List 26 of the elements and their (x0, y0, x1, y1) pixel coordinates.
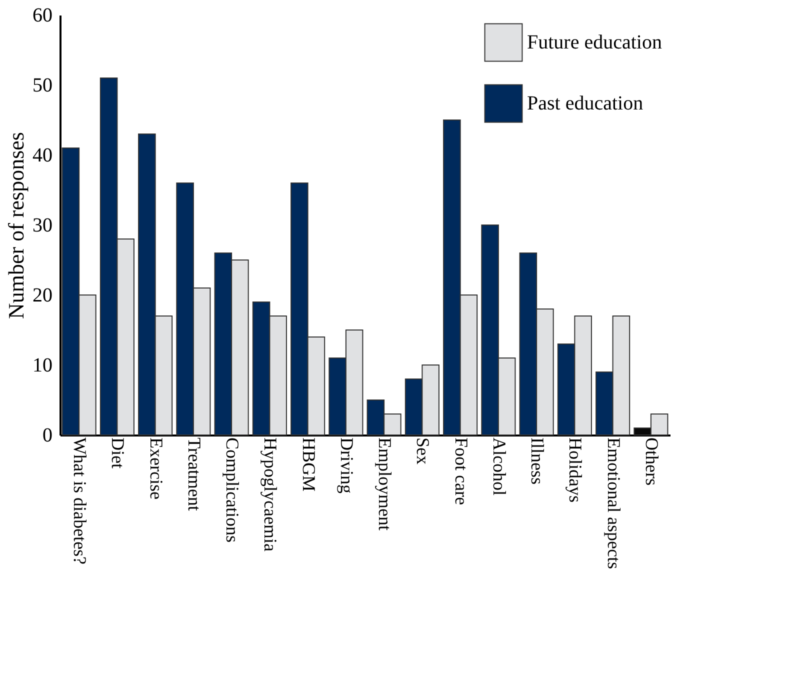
x-tick-label: Complications (222, 438, 243, 542)
x-tick-label: Illness (528, 438, 548, 484)
y-tick-label: 60 (32, 4, 52, 26)
x-tick-label: Employment (375, 438, 396, 530)
y-tick-label: 40 (32, 144, 52, 166)
x-tick-label: Diet (108, 438, 128, 468)
y-tick-label: 10 (32, 354, 52, 376)
y-tick-label: 20 (32, 284, 52, 306)
y-tick-label: 0 (42, 424, 52, 446)
x-tick-label: Foot care (451, 438, 472, 505)
x-tick-label: Driving (336, 438, 357, 494)
x-tick-label: Alcohol (489, 438, 510, 496)
legend-label: Past education (527, 92, 644, 114)
y-tick-label: 50 (32, 74, 52, 96)
legend-label: Future education (527, 32, 662, 54)
x-tick-label: Others (642, 438, 662, 486)
x-tick-label: HBGM (298, 438, 319, 492)
x-tick-label: Exercise (146, 438, 166, 500)
x-tick-label: What is diabetes? (70, 438, 90, 564)
x-tick-label: Sex (413, 438, 434, 464)
y-axis-title: Number of responses (4, 132, 28, 319)
x-tick-label: Treatment (184, 438, 204, 511)
x-tick-label: Holidays (566, 438, 586, 502)
y-tick-label: 30 (32, 214, 52, 236)
x-tick-label: Hypoglycaemia (260, 438, 281, 552)
x-tick-label: Emotional aspects (604, 438, 624, 569)
